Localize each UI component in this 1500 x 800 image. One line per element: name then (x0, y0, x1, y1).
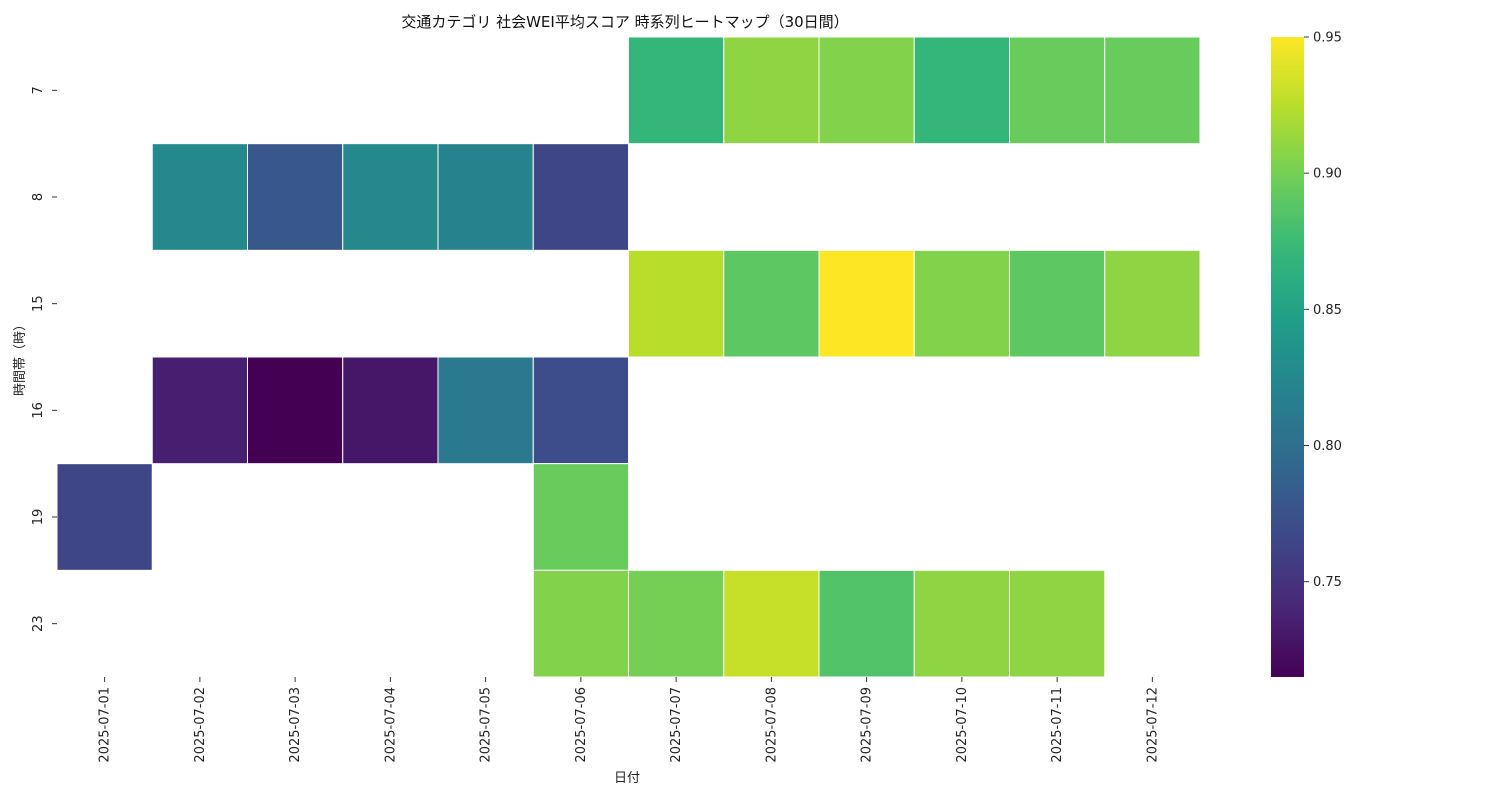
heatmap-cell (913, 569, 1010, 678)
heatmap-cell (913, 36, 1010, 145)
heatmap-cell (532, 569, 629, 678)
heatmap-cell (628, 36, 725, 145)
y-tick-label: 15 (31, 295, 46, 312)
heatmap-cell (1009, 249, 1106, 358)
heatmap-cell (1104, 249, 1201, 358)
heatmap-cell (532, 356, 629, 465)
heatmap-cell (818, 249, 915, 358)
heatmap-cell (342, 143, 439, 251)
colorbar-ticks: 0.75 0.80 0.85 0.90 0.95 (1304, 31, 1342, 590)
heatmap-cell (723, 36, 820, 145)
y-tick-label: 7 (31, 86, 46, 94)
colorbar-tick-label: 0.90 (1313, 167, 1342, 182)
heatmap-cell (437, 143, 534, 251)
heatmap-cell (342, 356, 439, 465)
x-tick-label: 2025-07-11 (1050, 687, 1065, 763)
x-tick-label: 2025-07-07 (669, 687, 684, 763)
heatmap-cell (151, 143, 248, 251)
heatmap-cell (532, 463, 629, 571)
colorbar-tick-label: 0.75 (1313, 575, 1342, 590)
heatmap-cell (1009, 569, 1106, 678)
x-tick-label: 2025-07-02 (193, 687, 208, 763)
x-tick-label: 2025-07-05 (479, 687, 494, 763)
heatmap-cell (437, 356, 534, 465)
x-axis: 2025-07-01 2025-07-02 2025-07-03 2025-07-04… (98, 677, 1160, 763)
heatmap-cell (532, 143, 629, 251)
y-tick-label: 16 (31, 402, 46, 419)
x-tick-label: 2025-07-12 (1145, 687, 1160, 763)
colorbar-tick-label: 0.80 (1313, 439, 1342, 454)
x-axis-label: 日付 (614, 771, 640, 786)
chart-title: 交通カテゴリ 社会WEI平均スコア 時系列ヒートマップ（30日間） (401, 13, 848, 31)
heatmap-cell (1104, 36, 1201, 145)
heatmap-cell (151, 356, 248, 465)
x-tick-label: 2025-07-03 (288, 687, 303, 763)
heatmap-cell (818, 569, 915, 678)
x-tick-label: 2025-07-04 (383, 687, 398, 763)
y-tick-label: 23 (31, 615, 46, 632)
heatmap-cell (1009, 36, 1106, 145)
heatmap-cell (628, 249, 725, 358)
heatmap-cell (913, 249, 1010, 358)
heatmap-cell (628, 569, 725, 678)
x-tick-label: 2025-07-01 (98, 687, 113, 763)
y-tick-label: 8 (31, 193, 46, 201)
y-axis: 7 8 15 16 19 23 (31, 86, 57, 632)
heatmap-cell (818, 36, 915, 145)
heatmap-cell (247, 143, 344, 251)
colorbar-tick-label: 0.95 (1313, 31, 1342, 46)
x-tick-label: 2025-07-09 (860, 687, 875, 763)
y-tick-label: 19 (31, 509, 46, 526)
colorbar (1271, 37, 1304, 677)
y-axis-label: 時間帯（時） (13, 318, 28, 396)
heatmap-cells (56, 36, 1201, 678)
heatmap-cell (723, 249, 820, 358)
colorbar-tick-label: 0.85 (1313, 303, 1342, 318)
heatmap-cell (723, 569, 820, 678)
x-tick-label: 2025-07-10 (955, 687, 970, 763)
heatmap-cell (56, 463, 153, 571)
x-tick-label: 2025-07-06 (574, 687, 589, 763)
x-tick-label: 2025-07-08 (764, 687, 779, 763)
heatmap-cell (247, 356, 344, 465)
